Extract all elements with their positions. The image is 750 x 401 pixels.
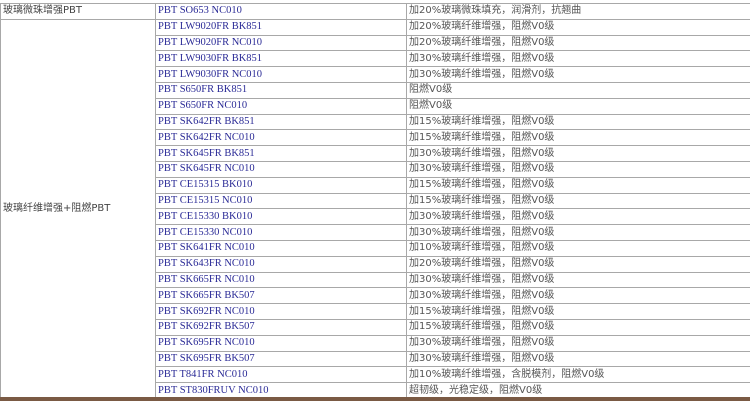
category-cell: 玻璃微珠增强PBT (0, 3, 156, 20)
grade-link[interactable]: PBT SK665FR BK507 (158, 289, 255, 301)
table-row: PBT SK643FR NC010 加20%玻璃纤维增强，阻燃V0级 (1, 255, 750, 273)
description-cell: 加15%玻璃纤维增强，阻燃V0级 (406, 303, 750, 320)
grade-link[interactable]: PBT LW9030FR BK851 (158, 52, 263, 64)
description-cell: 加30%玻璃纤维增强，阻燃V0级 (406, 50, 750, 68)
description-cell: 加15%玻璃纤维增强，阻燃V0级 (406, 318, 750, 336)
grade-link[interactable]: PBT LW9020FR NC010 (158, 36, 263, 48)
grade-cell: PBT SO653 NC010 (155, 3, 407, 20)
grade-link[interactable]: PBT LW9020FR BK851 (158, 21, 263, 33)
grade-cell: PBT CE15315 BK010 (155, 176, 407, 194)
description-cell: 加30%玻璃纤维增强，阻燃V0级 (406, 271, 750, 289)
description-cell: 加30%玻璃纤维增强，阻燃V0级 (406, 66, 750, 83)
grade-link[interactable]: PBT SK695FR BK507 (158, 352, 255, 364)
grade-link[interactable]: PBT CE15315 BK010 (158, 179, 253, 191)
grade-link[interactable]: PBT SK645FR BK851 (158, 147, 255, 159)
grade-cell: PBT SK642FR NC010 (155, 129, 407, 147)
description-cell: 加30%玻璃纤维增强，阻燃V0级 (406, 334, 750, 352)
grade-link[interactable]: PBT CE15330 NC010 (158, 226, 253, 238)
grade-cell: PBT S650FR BK851 (155, 81, 407, 99)
grade-cell: PBT SK665FR NC010 (155, 271, 407, 289)
grade-link[interactable]: PBT SK642FR NC010 (158, 131, 255, 143)
table-row: PBT SK695FR BK507 加30%玻璃纤维增强，阻燃V0级 (1, 350, 750, 368)
grade-link[interactable]: PBT S650FR NC010 (158, 100, 248, 112)
grade-link[interactable]: PBT SK641FR NC010 (158, 242, 255, 254)
description-cell: 加20%玻璃纤维增强，阻燃V0级 (406, 34, 750, 52)
grade-cell: PBT CE15330 NC010 (155, 224, 407, 241)
grade-cell: PBT SK695FR BK507 (155, 350, 407, 368)
grade-link[interactable]: PBT CE15330 BK010 (158, 210, 253, 222)
bottom-border (0, 397, 750, 401)
grade-cell: PBT SK641FR NC010 (155, 239, 407, 257)
description-cell: 加30%玻璃纤维增强，阻燃V0级 (406, 350, 750, 368)
category-cell: 玻璃纤维增强+阻燃PBT (0, 18, 156, 399)
description-cell: 加15%玻璃纤维增强，阻燃V0级 (406, 192, 750, 210)
table-row: 玻璃纤维增强+阻燃PBT PBT LW9020FR BK851 加20%玻璃纤维增强… (0, 18, 750, 399)
grade-cell: PBT SK645FR NC010 (155, 160, 407, 178)
grade-link[interactable]: PBT T841FR NC010 (158, 368, 248, 380)
grade-link[interactable]: PBT SK643FR NC010 (158, 258, 255, 270)
table-row: PBT CE15315 BK010 加15%玻璃纤维增强，阻燃V0级 (1, 176, 750, 194)
grade-cell: PBT SK695FR NC010 (155, 334, 407, 352)
grade-link[interactable]: PBT SK695FR NC010 (158, 337, 255, 349)
grade-link[interactable]: PBT LW9030FR NC010 (158, 68, 263, 80)
table-row: PBT SK692FR BK507 加15%玻璃纤维增强，阻燃V0级 (1, 318, 750, 336)
grade-cell: PBT LW9030FR BK851 (155, 50, 407, 68)
product-grade-table: 玻璃微珠增强PBT PBT SO653 NC010 加20%玻璃微珠填充，润滑剂，抗… (0, 3, 750, 399)
description-cell: 阻燃V0级 (406, 81, 750, 99)
description-cell: 加30%玻璃纤维增强，阻燃V0级 (406, 224, 750, 241)
table-row: PBT CE15330 BK010 加30%玻璃纤维增强，阻燃V0级 (1, 208, 750, 226)
grade-cell: PBT LW9020FR NC010 (155, 34, 407, 52)
grade-link[interactable]: PBT SK692FR NC010 (158, 305, 255, 317)
grade-link[interactable]: PBT SO653 NC010 (158, 5, 242, 17)
grade-cell: PBT SK692FR BK507 (155, 318, 407, 336)
description-cell: 加15%玻璃纤维增强，阻燃V0级 (406, 176, 750, 194)
description-cell: 阻燃V0级 (406, 97, 750, 115)
table-row: PBT SK645FR NC010 加30%玻璃纤维增强，阻燃V0级 (1, 160, 750, 178)
description-cell: 加30%玻璃纤维增强，阻燃V0级 (406, 208, 750, 226)
table-row: PBT LW9020FR NC010 加20%玻璃纤维增强，阻燃V0级 (1, 34, 750, 52)
table-row: 玻璃微珠增强PBT PBT SO653 NC010 加20%玻璃微珠填充，润滑剂，抗… (0, 3, 750, 20)
description-cell: 加10%玻璃纤维增强，含脱模剂，阻燃V0级 (406, 366, 750, 384)
description-cell: 加15%玻璃纤维增强，阻燃V0级 (406, 113, 750, 131)
description-cell: 加15%玻璃纤维增强，阻燃V0级 (406, 129, 750, 147)
grade-link[interactable]: PBT SK665FR NC010 (158, 273, 255, 285)
description-cell: 加10%玻璃纤维增强，阻燃V0级 (406, 239, 750, 257)
grade-cell: PBT SK643FR NC010 (155, 255, 407, 273)
grade-link[interactable]: PBT SK642FR BK851 (158, 115, 255, 127)
grade-cell: PBT SK645FR BK851 (155, 145, 407, 162)
grade-cell: PBT CE15315 NC010 (155, 192, 407, 210)
grade-cell: PBT CE15330 BK010 (155, 208, 407, 226)
description-cell: 加20%玻璃纤维增强，阻燃V0级 (406, 255, 750, 273)
grade-link[interactable]: PBT ST830FRUV NC010 (158, 384, 269, 396)
grade-cell: PBT LW9020FR BK851 (155, 18, 407, 36)
table-row: PBT SK665FR BK507 加30%玻璃纤维增强，阻燃V0级 (1, 287, 750, 305)
grade-cell: PBT LW9030FR NC010 (155, 66, 407, 83)
grade-link[interactable]: PBT SK692FR BK507 (158, 321, 255, 333)
grade-cell: PBT T841FR NC010 (155, 366, 407, 384)
description-cell: 加20%玻璃微珠填充，润滑剂，抗翘曲 (406, 3, 750, 20)
table-row: PBT SK665FR NC010 加30%玻璃纤维增强，阻燃V0级 (1, 271, 750, 289)
grade-link[interactable]: PBT CE15315 NC010 (158, 194, 253, 206)
description-cell: 加30%玻璃纤维增强，阻燃V0级 (406, 145, 750, 162)
description-cell: 加30%玻璃纤维增强，阻燃V0级 (406, 160, 750, 178)
grade-cell: PBT S650FR NC010 (155, 97, 407, 115)
grade-link[interactable]: PBT SK645FR NC010 (158, 163, 255, 175)
grade-link[interactable]: PBT S650FR BK851 (158, 84, 248, 96)
grade-cell: PBT SK642FR BK851 (155, 113, 407, 131)
description-cell: 加20%玻璃纤维增强，阻燃V0级 (406, 18, 750, 36)
table-body: 玻璃微珠增强PBT PBT SO653 NC010 加20%玻璃微珠填充，润滑剂，抗… (0, 3, 750, 399)
grade-cell: PBT SK692FR NC010 (155, 303, 407, 320)
grade-cell: PBT SK665FR BK507 (155, 287, 407, 305)
description-cell: 加30%玻璃纤维增强，阻燃V0级 (406, 287, 750, 305)
